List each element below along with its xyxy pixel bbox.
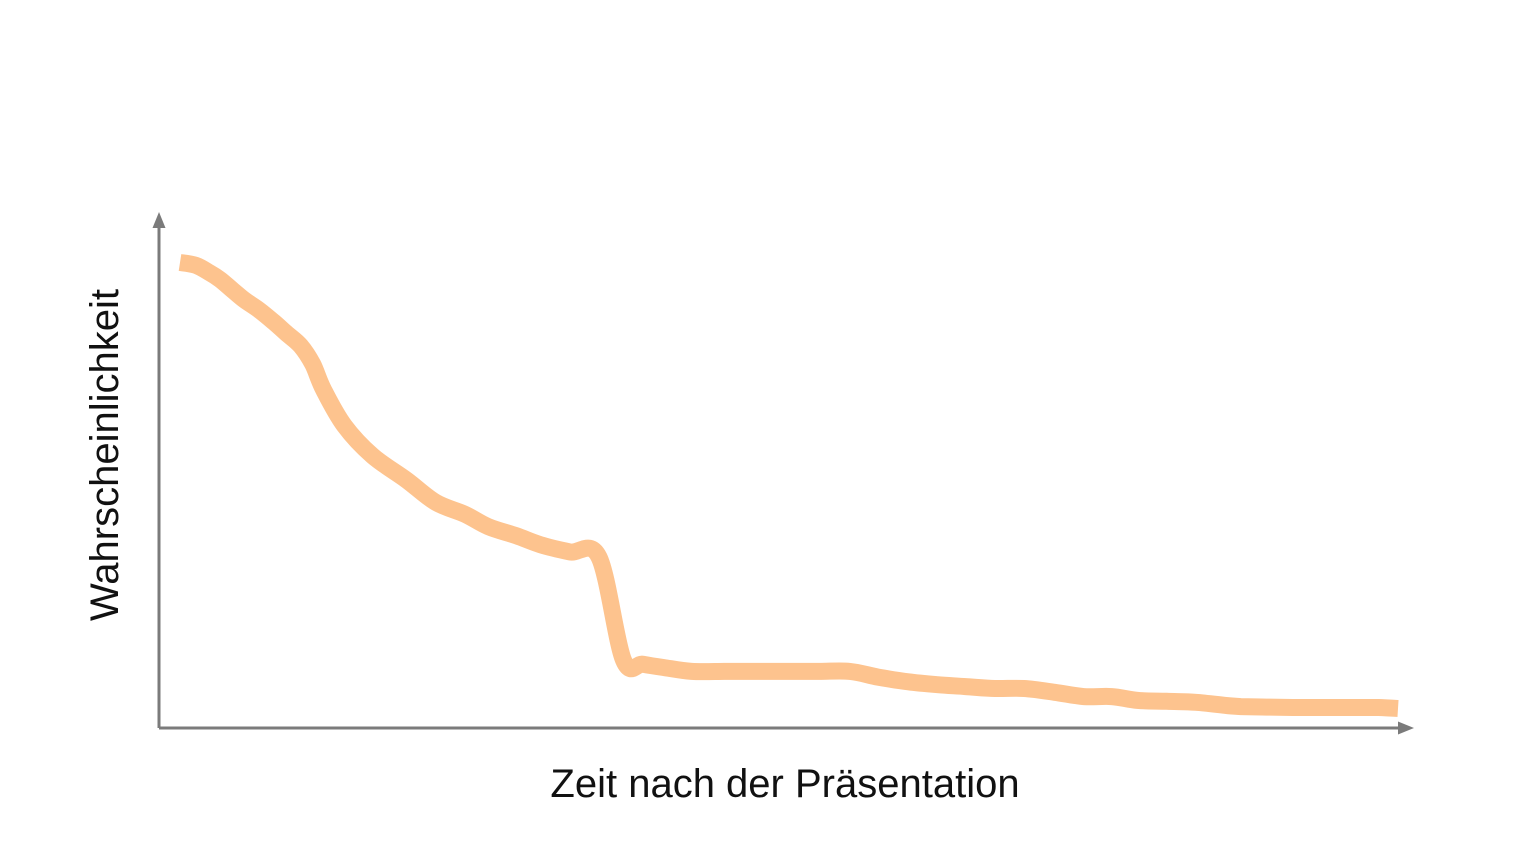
y-axis-arrowhead xyxy=(152,212,166,228)
x-axis-label: Zeit nach der Präsentation xyxy=(550,762,1019,806)
series-line-0 xyxy=(178,254,1399,717)
axes xyxy=(152,212,1414,735)
x-axis-arrowhead xyxy=(1398,721,1414,735)
series-layer xyxy=(178,254,1399,717)
y-axis-label: Wahrscheinlichkeit xyxy=(83,289,127,621)
